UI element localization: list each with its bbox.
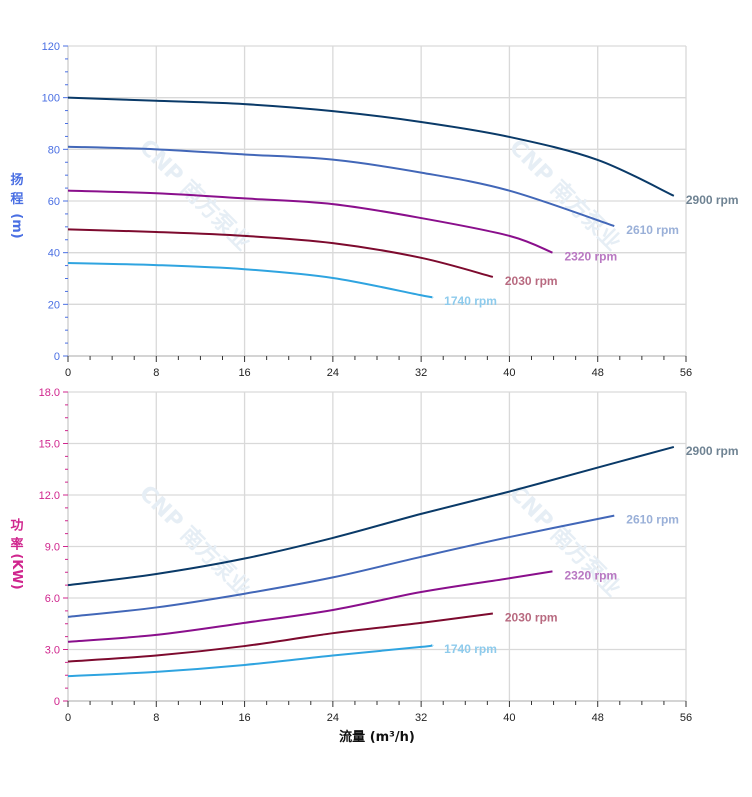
series-label-2610-rpm: 2610 rpm bbox=[626, 223, 679, 237]
y-tick-label: 18.0 bbox=[39, 387, 60, 399]
x-tick-label: 56 bbox=[680, 367, 692, 379]
series-line-1740-rpm bbox=[67, 644, 434, 678]
series-label-2320-rpm: 2320 rpm bbox=[564, 250, 617, 264]
x-tick-label: 48 bbox=[592, 367, 604, 379]
x-tick-label: 40 bbox=[503, 712, 515, 724]
y-tick-label: 15.0 bbox=[39, 439, 60, 451]
series-label-1740-rpm: 1740 rpm bbox=[444, 294, 497, 308]
y-axis-title: 扬 bbox=[10, 172, 23, 188]
y-axis-unit: (m) bbox=[9, 213, 24, 238]
x-tick-label: 40 bbox=[503, 367, 515, 379]
series-label-2900-rpm: 2900 rpm bbox=[686, 193, 739, 207]
y-axis-unit: (KW) bbox=[9, 553, 24, 589]
x-axis-title: 流量 (m³/h) bbox=[339, 729, 415, 745]
series-line-2030-rpm bbox=[67, 228, 494, 278]
y-tick-label: 0 bbox=[54, 696, 60, 708]
series-line-2320-rpm bbox=[67, 570, 553, 643]
x-tick-label: 8 bbox=[153, 712, 159, 724]
x-tick-label: 0 bbox=[65, 367, 71, 379]
y-tick-label: 6.0 bbox=[45, 593, 60, 605]
series-label-2030-rpm: 2030 rpm bbox=[505, 274, 558, 288]
series-label-2610-rpm: 2610 rpm bbox=[626, 513, 679, 527]
series-line-2900-rpm bbox=[67, 445, 675, 587]
series-label-2900-rpm: 2900 rpm bbox=[686, 444, 739, 458]
series-label-2320-rpm: 2320 rpm bbox=[564, 568, 617, 582]
series-line-2030-rpm bbox=[67, 612, 494, 663]
x-tick-label: 0 bbox=[65, 712, 71, 724]
y-tick-label: 100 bbox=[42, 93, 60, 105]
series-line-1740-rpm bbox=[67, 262, 434, 299]
y-tick-label: 9.0 bbox=[45, 542, 60, 554]
y-tick-label: 0 bbox=[54, 351, 60, 363]
y-tick-label: 80 bbox=[48, 144, 60, 156]
x-tick-label: 24 bbox=[327, 367, 339, 379]
series-label-2030-rpm: 2030 rpm bbox=[505, 610, 558, 624]
x-tick-label: 48 bbox=[592, 712, 604, 724]
series-label-1740-rpm: 1740 rpm bbox=[444, 642, 497, 656]
power-chart: CNP 南方泵业 CNP 南方泵业 0 3.0 6.0 9.0 12.0 15.0 18.0 功率… bbox=[9, 387, 739, 745]
x-tick-label: 32 bbox=[415, 367, 427, 379]
y-tick-label: 20 bbox=[48, 299, 60, 311]
x-tick-label: 32 bbox=[415, 712, 427, 724]
y-axis-title: 功 bbox=[10, 519, 23, 534]
x-tick-label: 24 bbox=[327, 712, 339, 724]
watermark-logo: CNP 南方泵业 bbox=[134, 480, 256, 602]
y-tick-label: 3.0 bbox=[45, 645, 60, 657]
x-tick-label: 56 bbox=[680, 712, 692, 724]
series-line-2610-rpm bbox=[67, 145, 615, 228]
y-axis-title: 程 bbox=[10, 192, 23, 207]
y-tick-label: 40 bbox=[48, 248, 60, 260]
y-tick-label: 120 bbox=[42, 41, 60, 53]
x-tick-label: 16 bbox=[238, 712, 250, 724]
y-tick-label: 12.0 bbox=[39, 490, 60, 502]
y-tick-label: 60 bbox=[48, 196, 60, 208]
series-line-2320-rpm bbox=[67, 189, 553, 254]
series-line-2610-rpm bbox=[67, 514, 615, 618]
series-line-2900-rpm bbox=[67, 96, 675, 197]
y-axis-title: 率 bbox=[10, 537, 23, 553]
watermark-logo: CNP 南方泵业 bbox=[504, 480, 626, 602]
x-tick-label: 16 bbox=[238, 367, 250, 379]
x-tick-label: 8 bbox=[153, 367, 159, 379]
